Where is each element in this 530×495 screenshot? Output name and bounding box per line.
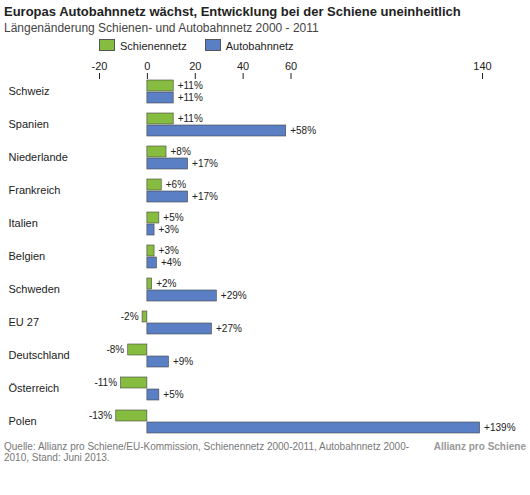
svg-text:+17%: +17% bbox=[192, 158, 218, 169]
html-text:Quelle: Allianz pro Schiene/EU: Quelle: Allianz pro Schiene/EU-Kommissio… bbox=[4, 441, 410, 463]
svg-text:Italien: Italien bbox=[9, 217, 38, 229]
svg-text:40: 40 bbox=[237, 60, 249, 72]
html-text:Längenänderung Schienen- und A: Längenänderung Schienen- und Autobahnnet… bbox=[4, 21, 319, 35]
html-text:Schienennetz: Schienennetz bbox=[120, 40, 187, 52]
svg-text:+9%: +9% bbox=[173, 356, 193, 367]
svg-text:20: 20 bbox=[189, 60, 201, 72]
svg-text:60: 60 bbox=[285, 60, 297, 72]
svg-text:EU 27: EU 27 bbox=[9, 316, 40, 328]
svg-text:-20: -20 bbox=[92, 60, 108, 72]
svg-text:+6%: +6% bbox=[166, 179, 186, 190]
svg-text:Spanien: Spanien bbox=[9, 118, 49, 130]
svg-text:0: 0 bbox=[144, 60, 150, 72]
svg-text:+11%: +11% bbox=[178, 80, 203, 91]
svg-text:Polen: Polen bbox=[9, 415, 37, 427]
html-text:Autobahnnetz: Autobahnnetz bbox=[225, 40, 294, 52]
svg-text:+27%: +27% bbox=[216, 323, 242, 334]
html-text:Allianz pro Schiene: Allianz pro Schiene bbox=[433, 441, 526, 452]
svg-text:-2%: -2% bbox=[121, 311, 139, 322]
svg-text:-13%: -13% bbox=[89, 410, 112, 421]
svg-text:+5%: +5% bbox=[163, 389, 183, 400]
svg-text:+11%: +11% bbox=[178, 92, 203, 103]
svg-text:+17%: +17% bbox=[192, 191, 218, 202]
svg-text:Österreich: Österreich bbox=[9, 382, 60, 394]
svg-text:+2%: +2% bbox=[156, 278, 176, 289]
svg-text:+11%: +11% bbox=[178, 113, 203, 124]
html-text:Europas Autobahnnetz wächst, E: Europas Autobahnnetz wächst, Entwicklung… bbox=[4, 4, 461, 19]
svg-text:Niederlande: Niederlande bbox=[9, 151, 68, 163]
svg-text:-11%: -11% bbox=[94, 377, 117, 388]
svg-text:+5%: +5% bbox=[163, 212, 183, 223]
svg-text:-8%: -8% bbox=[106, 344, 124, 355]
svg-text:+8%: +8% bbox=[171, 146, 191, 157]
svg-text:Schweden: Schweden bbox=[9, 283, 60, 295]
svg-text:+139%: +139% bbox=[484, 422, 516, 433]
svg-text:+58%: +58% bbox=[290, 125, 316, 136]
svg-text:+3%: +3% bbox=[159, 245, 179, 256]
svg-text:140: 140 bbox=[473, 60, 491, 72]
svg-text:+3%: +3% bbox=[159, 224, 179, 235]
svg-text:Belgien: Belgien bbox=[9, 250, 46, 262]
svg-text:Deutschland: Deutschland bbox=[9, 349, 70, 361]
svg-text:+4%: +4% bbox=[161, 257, 181, 268]
svg-text:Schweiz: Schweiz bbox=[9, 85, 50, 97]
svg-text:+29%: +29% bbox=[221, 290, 247, 301]
svg-text:Frankreich: Frankreich bbox=[9, 184, 61, 196]
